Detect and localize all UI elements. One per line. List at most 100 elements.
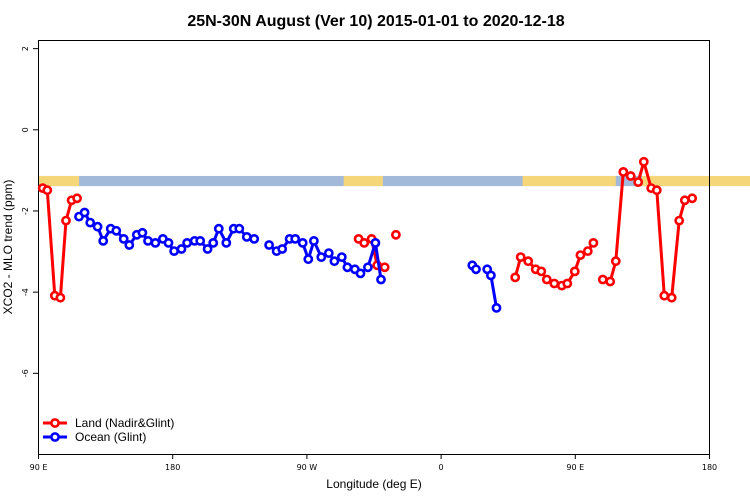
data-point [137,227,148,238]
y-tick-label: 0 [21,127,30,132]
data-point [249,233,260,244]
data-point [485,270,496,281]
data-point [329,256,340,267]
data-point [549,278,560,289]
x-tick-label: 90 E [566,463,584,472]
x-tick-label: 90 E [30,463,48,472]
legend-marker [50,432,60,442]
y-axis-label: XCO2 - MLO trend (ppm) [1,180,15,315]
data-point [376,274,386,285]
data-point [241,231,252,242]
data-point [323,248,334,258]
x-tick-label: 0 [439,463,444,472]
axes: 90 E 180 90 W 0 90 E 180 2 0 -2 -4 -6 [21,46,717,472]
data-point [379,262,390,273]
data-point [61,215,71,226]
y-tick-label: -4 [21,288,30,296]
data-point [234,223,245,234]
data-point [55,292,66,303]
data-point [297,237,308,248]
data-point [491,302,502,313]
legend-label: Land (Nadir&Glint) [75,416,174,430]
data-point [541,274,552,285]
data-point [674,215,685,226]
data-point [638,156,649,167]
y-tick-label: -6 [21,369,30,377]
data-point [666,292,677,303]
data-point [582,246,593,256]
chart-title: 25N-30N August (Ver 10) 2015-01-01 to 20… [187,13,564,30]
data-point [359,237,370,248]
data-point [370,237,381,248]
data-point [316,252,327,262]
data-point [569,266,580,277]
data-point [290,233,301,244]
data-point [264,240,274,250]
data-point [213,223,224,234]
data-point [510,272,521,283]
data-point [277,244,288,254]
data-point [633,177,644,187]
data-point [597,274,608,285]
series-line [602,160,693,300]
data-point [651,185,662,196]
data-point [182,237,192,248]
land-segment [343,175,383,187]
data-point [562,278,573,289]
data-point [679,195,690,206]
land-segment [522,175,616,187]
data-point [471,264,481,275]
data-point [362,262,373,273]
data-point [72,193,82,204]
land-ocean-mask [38,175,750,187]
data-point [659,290,670,301]
data-point [336,252,347,262]
data-point [118,233,129,244]
plot-frame [38,40,710,455]
legend: Land (Nadir&Glint)Ocean (Glint) [43,416,174,444]
data-point [92,221,103,232]
data-point [221,237,232,248]
data-point [523,256,534,267]
data-point [98,235,109,246]
data-point [111,225,122,236]
x-tick-label: 180 [702,463,717,472]
data-point [42,185,53,196]
series-land [37,156,698,303]
land-segment [38,175,80,187]
data-point [618,166,629,177]
data-point [515,252,526,262]
data-point [390,229,401,240]
data-point [687,193,698,204]
data-point [355,268,366,279]
data-point [308,235,319,246]
data-point [625,171,636,181]
x-tick-label: 90 W [297,463,318,472]
data-point [610,256,621,267]
series-layer [37,156,698,313]
data-point [143,235,153,246]
data-point [195,235,206,246]
y-tick-label: -2 [21,207,30,215]
legend-label: Ocean (Glint) [75,430,146,444]
x-tick-label: 180 [165,463,180,472]
data-point [588,237,599,248]
data-point [605,276,616,287]
data-point [163,237,174,248]
data-point [79,207,90,218]
series-ocean [74,207,502,313]
data-point [124,240,135,250]
data-point [202,244,213,254]
data-point [85,217,96,228]
data-point [208,237,219,248]
data-point [176,244,187,254]
y-tick-label: 2 [21,46,30,51]
data-point [303,254,314,265]
data-point [150,237,161,248]
land-segment [641,175,750,187]
data-point [342,262,353,273]
data-point [536,266,547,277]
x-axis-label: Longitude (deg E) [326,477,421,491]
legend-marker [50,418,60,428]
